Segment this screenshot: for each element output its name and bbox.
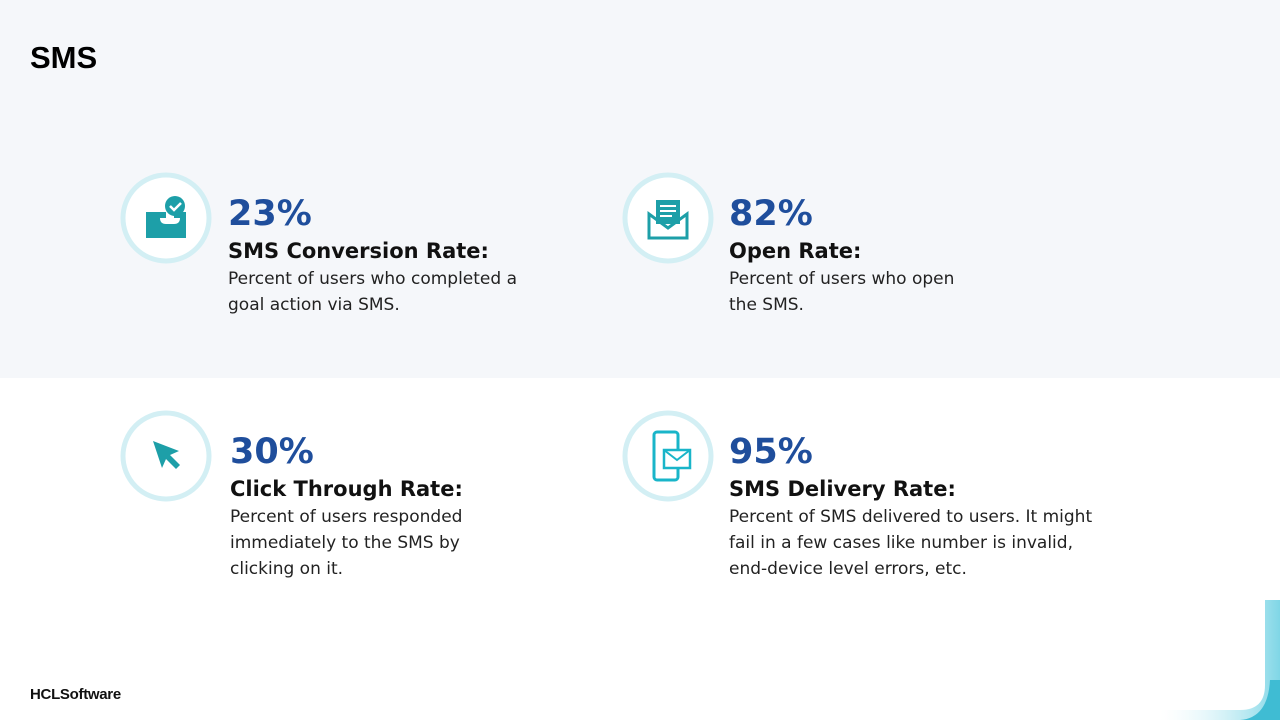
metric-description: Percent of users who completed a goal act… — [228, 266, 648, 318]
metric-label: SMS Conversion Rate: — [228, 239, 489, 263]
line: goal action via SMS. — [228, 295, 400, 315]
brand-logo: HCLSoftware — [30, 686, 121, 703]
metric-text: 23% SMS Conversion Rate: Percent of user… — [228, 192, 648, 318]
cursor-icon — [120, 410, 212, 502]
metric-text: 30% Click Through Rate: Percent of users… — [230, 430, 650, 582]
line: Percent of users responded — [230, 507, 463, 527]
metric-value: 23% — [228, 194, 312, 234]
line: immediately to the SMS by — [230, 533, 460, 553]
line: clicking on it. — [230, 559, 344, 579]
metric-text: 82% Open Rate: Percent of users who open… — [729, 192, 1149, 318]
metric-text: 95% SMS Delivery Rate: Percent of SMS de… — [729, 430, 1149, 582]
metric-label: SMS Delivery Rate: — [729, 477, 956, 501]
line: Percent of SMS delivered to users. It mi… — [729, 507, 1093, 527]
metric-label: Open Rate: — [729, 239, 862, 263]
inbox-icon — [120, 172, 212, 264]
metric-description: Percent of users responded immediately to… — [230, 504, 650, 582]
line: Percent of users who completed a — [228, 269, 517, 289]
metric-value: 82% — [729, 194, 813, 234]
line: end-device level errors, etc. — [729, 559, 967, 579]
slide-title: SMS — [30, 40, 98, 75]
line: Percent of users who open — [729, 269, 955, 289]
line: the SMS. — [729, 295, 804, 315]
metric-value: 30% — [230, 432, 314, 472]
envelope-icon — [622, 172, 714, 264]
phone-icon — [622, 410, 714, 502]
corner-decoration — [1160, 600, 1280, 720]
metric-value: 95% — [729, 432, 813, 472]
line: fail in a few cases like number is inval… — [729, 533, 1073, 553]
metric-label: Click Through Rate: — [230, 477, 463, 501]
metric-description: Percent of SMS delivered to users. It mi… — [729, 504, 1149, 582]
metric-description: Percent of users who open the SMS. — [729, 266, 1149, 318]
